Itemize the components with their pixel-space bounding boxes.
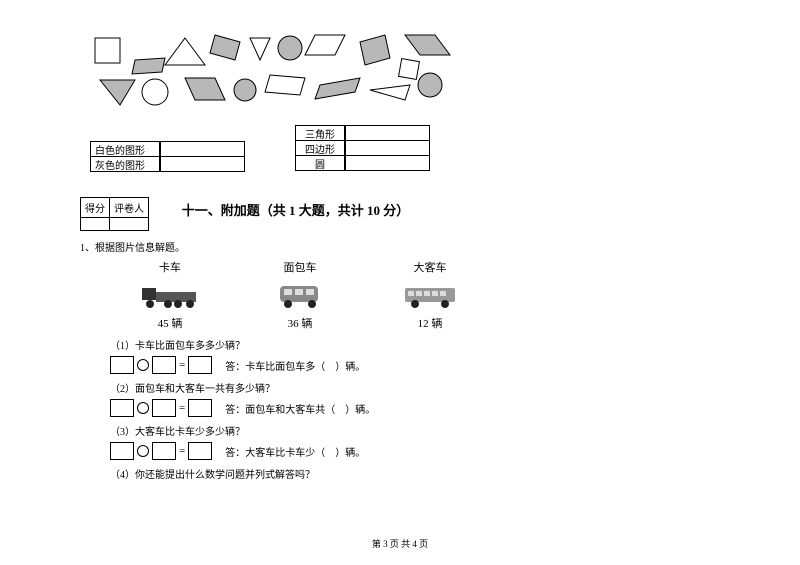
- answer-box[interactable]: [152, 399, 176, 417]
- score-box: 得分 评卷人: [80, 197, 149, 231]
- table-cell: [345, 125, 430, 141]
- equals-sign: =: [179, 359, 185, 371]
- vehicle-count: 12 辆: [400, 315, 460, 331]
- sub-question: （3）大客车比卡车少多少辆？: [110, 423, 720, 438]
- operator-circle[interactable]: [137, 359, 149, 371]
- equals-sign: =: [179, 402, 185, 414]
- answer-text: 答：面包车和大客车共（ ）辆。: [225, 401, 375, 416]
- table-cell: [160, 156, 245, 172]
- vehicle-count: 36 辆: [270, 315, 330, 331]
- score-blank: [80, 217, 110, 231]
- answer-box[interactable]: [152, 356, 176, 374]
- table-cell: [160, 141, 245, 157]
- equation-row: = 答：大客车比卡车少（ ）辆。: [110, 442, 720, 460]
- bus-icon: [400, 280, 460, 310]
- score-label: 评卷人: [109, 197, 149, 218]
- vehicle-name: 卡车: [140, 259, 200, 275]
- table-cell: 白色的图形: [90, 141, 160, 157]
- answer-box[interactable]: [152, 442, 176, 460]
- operator-circle[interactable]: [137, 445, 149, 457]
- equation-row: = 答：面包车和大客车共（ ）辆。: [110, 399, 720, 417]
- table-cell: 圆: [295, 155, 345, 171]
- table-cell: [345, 155, 430, 171]
- vehicle-name: 大客车: [400, 259, 460, 275]
- answer-box[interactable]: [110, 442, 134, 460]
- truck-icon: [140, 280, 200, 310]
- answer-box[interactable]: [110, 399, 134, 417]
- answer-text: 答：卡车比面包车多（ ）辆。: [225, 358, 365, 373]
- answer-text: 答：大客车比卡车少（ ）辆。: [225, 444, 365, 459]
- question-prompt: 1、根据图片信息解题。: [80, 239, 720, 254]
- answer-box[interactable]: [188, 356, 212, 374]
- answer-box[interactable]: [188, 442, 212, 460]
- shapes-tables: 白色的图形 灰色的图形 三角形 四边形 圆: [80, 125, 720, 172]
- vehicles-row: 卡车 45 辆 面包车 36 辆 大客车 12 辆: [140, 259, 720, 331]
- sub-question: （1）卡车比面包车多多少辆？: [110, 337, 720, 352]
- score-label: 得分: [80, 197, 110, 218]
- operator-circle[interactable]: [137, 402, 149, 414]
- shapes-diagram: [90, 30, 460, 120]
- table-cell: 四边形: [295, 140, 345, 156]
- page-footer: 第 3 页 共 4 页: [0, 537, 800, 550]
- vehicle-van: 面包车 36 辆: [270, 259, 330, 331]
- answer-box[interactable]: [110, 356, 134, 374]
- table-cell: 灰色的图形: [90, 156, 160, 172]
- sub-question: （4）你还能提出什么数学问题并列式解答吗？: [110, 466, 720, 481]
- van-icon: [270, 280, 330, 310]
- score-blank: [109, 217, 149, 231]
- table-cell: [345, 140, 430, 156]
- vehicle-truck: 卡车 45 辆: [140, 259, 200, 331]
- vehicle-bus: 大客车 12 辆: [400, 259, 460, 331]
- equals-sign: =: [179, 445, 185, 457]
- section-title: 十一、附加题（共 1 大题，共计 10 分）: [182, 200, 410, 219]
- table-cell: 三角形: [295, 125, 345, 141]
- sub-question: （2）面包车和大客车一共有多少辆？: [110, 380, 720, 395]
- answer-box[interactable]: [188, 399, 212, 417]
- vehicle-name: 面包车: [270, 259, 330, 275]
- vehicle-count: 45 辆: [140, 315, 200, 331]
- equation-row: = 答：卡车比面包车多（ ）辆。: [110, 356, 720, 374]
